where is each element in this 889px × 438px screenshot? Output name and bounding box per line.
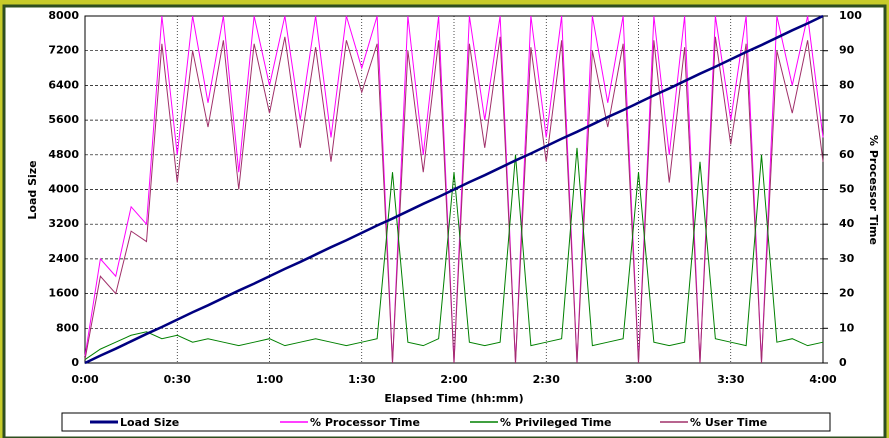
legend-label: % Privileged Time <box>500 416 612 429</box>
x-tick-label: 3:00 <box>625 373 653 386</box>
y2-tick-label: 70 <box>839 113 855 126</box>
y2-tick-label: 100 <box>839 9 862 22</box>
y-tick-label: 4800 <box>48 148 79 161</box>
y-tick-label: 3200 <box>48 217 79 230</box>
x-tick-label: 2:00 <box>440 373 468 386</box>
y2-tick-label: 50 <box>839 183 855 196</box>
y-tick-label: 6400 <box>48 78 79 91</box>
y-tick-label: 0 <box>71 356 79 369</box>
y2-tick-label: 80 <box>839 78 855 91</box>
y-tick-label: 800 <box>56 321 79 334</box>
y2-tick-label: 90 <box>839 44 855 57</box>
x-axis-label: Elapsed Time (hh:mm) <box>384 392 523 405</box>
y2-tick-label: 60 <box>839 148 855 161</box>
y-tick-label: 5600 <box>48 113 79 126</box>
y-tick-label: 7200 <box>48 44 79 57</box>
legend-label: % Processor Time <box>310 416 420 429</box>
x-tick-label: 1:30 <box>348 373 376 386</box>
y2-axis-label: % Processor Time <box>867 135 880 245</box>
x-tick-label: 0:30 <box>164 373 192 386</box>
x-tick-label: 0:00 <box>71 373 99 386</box>
y2-tick-label: 10 <box>839 321 855 334</box>
y-tick-label: 4000 <box>48 183 79 196</box>
y-tick-label: 2400 <box>48 252 79 265</box>
series-line <box>84 36 824 364</box>
legend-label: Load Size <box>120 416 179 429</box>
y2-tick-label: 40 <box>839 217 855 230</box>
x-tick-label: 2:30 <box>533 373 561 386</box>
legend <box>61 412 831 432</box>
y2-tick-label: 30 <box>839 252 855 265</box>
y-tick-label: 1600 <box>48 287 79 300</box>
y2-tick-label: 0 <box>839 356 847 369</box>
y-tick-label: 8000 <box>48 9 79 22</box>
x-tick-label: 1:00 <box>256 373 284 386</box>
legend-label: % User Time <box>690 416 767 429</box>
y2-tick-label: 20 <box>839 287 855 300</box>
y-axis-label: Load Size <box>26 160 39 219</box>
x-tick-label: 3:30 <box>717 373 745 386</box>
series-line <box>84 147 824 360</box>
series-line <box>84 14 824 365</box>
x-tick-label: 4:00 <box>809 373 837 386</box>
